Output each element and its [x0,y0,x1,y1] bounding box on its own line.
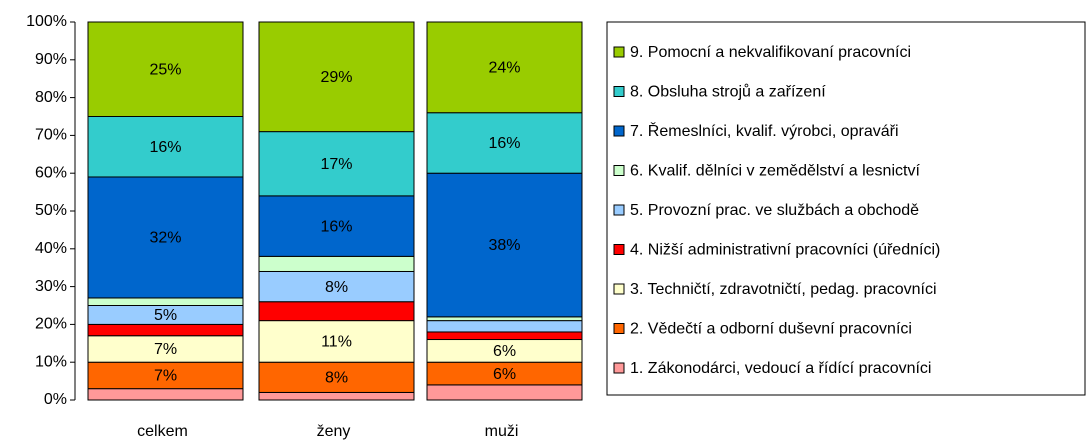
value-label: 16% [488,135,520,152]
value-label: 6% [493,366,516,383]
bar-segment [258,131,415,197]
legend-swatch [613,283,625,295]
x-tick-label: muži [485,423,519,440]
bar-segment [258,320,415,363]
legend-label: 3. Techničtí, zdravotničtí, pedag. praco… [630,281,937,298]
bar-segment [426,21,583,114]
value-label: 7% [154,368,177,385]
bar-segment [258,21,415,133]
bar-segment [87,176,244,299]
value-label: 29% [320,69,352,86]
legend-label: 8. Obsluha strojů a zařízení [630,83,826,101]
value-label: 32% [149,230,181,247]
bar-segment [258,270,415,303]
y-tick-label: 40% [35,240,67,257]
bar-segment [258,195,415,257]
legend-label: 7. Řemeslníci, kvalif. výrobci, opraváři [630,121,899,140]
legend-swatch [613,86,625,97]
value-label: 8% [325,279,348,296]
bar-segment [426,316,583,322]
legend-swatch [613,165,625,176]
legend-label: 9. Pomocní a nekvalifikovaní pracovníci [630,44,911,61]
value-label: 24% [488,60,520,77]
legend-swatch [613,244,625,255]
y-tick-label: 100% [26,13,67,30]
y-tick-label: 30% [35,278,67,295]
value-label: 16% [320,218,352,235]
value-label: 6% [493,343,516,360]
legend-label: 2. Vědečtí a odborní duševní pracovníci [630,321,912,338]
bar-segment [87,297,244,307]
y-tick-label: 20% [35,316,67,333]
bar-segment [258,391,415,401]
bar-segment [426,384,583,401]
y-tick-label: 70% [35,127,67,144]
value-label: 8% [325,370,348,387]
value-label: 16% [149,139,181,156]
bar-segment [426,320,583,333]
legend-swatch [613,204,625,216]
y-tick-label: 10% [35,353,67,370]
legend-box [606,21,1086,396]
bar-segment [258,301,415,322]
legend-label: 4. Nižší administrativní pracovníci (úře… [630,242,940,259]
y-tick-label: 80% [35,89,67,106]
legend-label: 6. Kvalif. dělníci v zemědělství a lesni… [630,163,920,180]
legend-swatch [613,362,625,374]
legend-swatch [613,323,625,334]
legend-label: 1. Zákonodárci, vedoucí a řídící pracovn… [630,360,931,377]
legend-swatch [613,125,625,137]
bar-segment [426,112,583,174]
bar-segment [87,388,244,401]
y-tick-label: 60% [35,164,67,181]
bar-segment [426,331,583,341]
x-tick-label: ženy [317,423,351,440]
bar-segment [87,21,244,117]
x-tick-label: celkem [137,423,188,440]
y-tick-label: 50% [35,202,67,219]
bar-segment [426,172,583,318]
bar-segment [258,255,415,272]
value-label: 17% [320,156,352,173]
value-label: 5% [154,307,177,324]
value-label: 25% [149,61,181,78]
value-label: 11% [321,334,352,351]
legend-swatch [613,46,625,58]
y-tick-label: 90% [35,51,67,68]
value-label: 38% [488,237,520,254]
value-label: 7% [154,341,177,358]
bar-segment [87,323,244,337]
legend-label: 5. Provozní prac. ve službách a obchodě [630,202,919,219]
bar-segment [87,116,244,178]
y-tick-label: 0% [44,391,67,408]
